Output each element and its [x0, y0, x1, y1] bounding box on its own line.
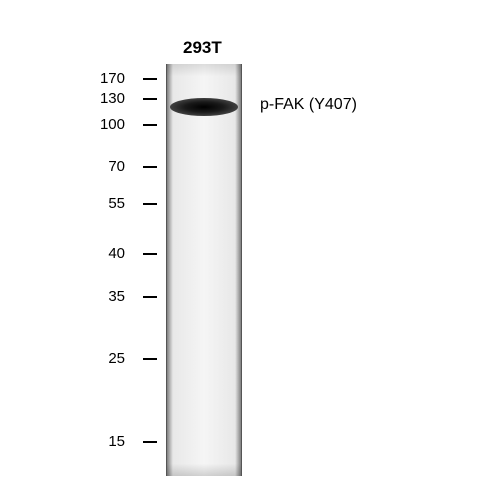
lane-label: 293T [183, 38, 222, 58]
tick-mark [143, 358, 157, 360]
marker-170: 170 [100, 70, 125, 87]
marker-25: 25 [108, 350, 125, 367]
tick-mark [143, 166, 157, 168]
marker-55: 55 [108, 195, 125, 212]
marker-70: 70 [108, 158, 125, 175]
tick-mark [143, 203, 157, 205]
marker-100: 100 [100, 116, 125, 133]
tick-mark [143, 98, 157, 100]
marker-130: 130 [100, 90, 125, 107]
tick-mark [143, 124, 157, 126]
tick-mark [143, 253, 157, 255]
tick-mark [143, 441, 157, 443]
target-protein-label: p-FAK (Y407) [260, 96, 357, 114]
marker-40: 40 [108, 245, 125, 262]
marker-35: 35 [108, 288, 125, 305]
gel-lane [166, 64, 242, 476]
tick-mark [143, 296, 157, 298]
tick-mark [143, 78, 157, 80]
marker-15: 15 [108, 433, 125, 450]
protein-band [170, 98, 238, 116]
western-blot-figure: 293T p-FAK (Y407) 170 130 100 70 55 40 3… [65, 20, 435, 480]
